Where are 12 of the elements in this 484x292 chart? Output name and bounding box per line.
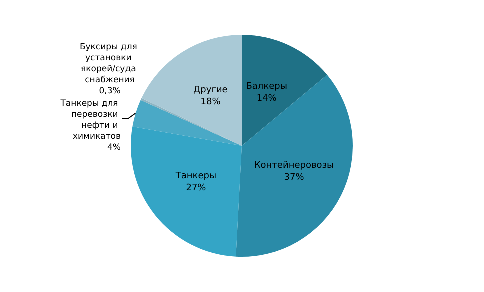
slice-label: Контейнеровозы bbox=[254, 161, 334, 172]
data-label: 14% bbox=[256, 94, 278, 104]
data-label: 4% bbox=[108, 143, 121, 153]
slice-label: Буксиры для установки якорей/суда снабжения bbox=[80, 42, 140, 86]
slice-label: Танкеры для перевозки нефти и химикатов bbox=[60, 99, 121, 142]
slice-label: Другие bbox=[194, 86, 228, 96]
data-label: 27% bbox=[186, 183, 207, 194]
data-label: 0,3% bbox=[99, 86, 121, 96]
slice-label: Балкеры bbox=[246, 82, 288, 92]
slice-label: Танкеры bbox=[174, 171, 217, 182]
data-label: 18% bbox=[200, 98, 222, 108]
data-label: 37% bbox=[284, 173, 305, 184]
